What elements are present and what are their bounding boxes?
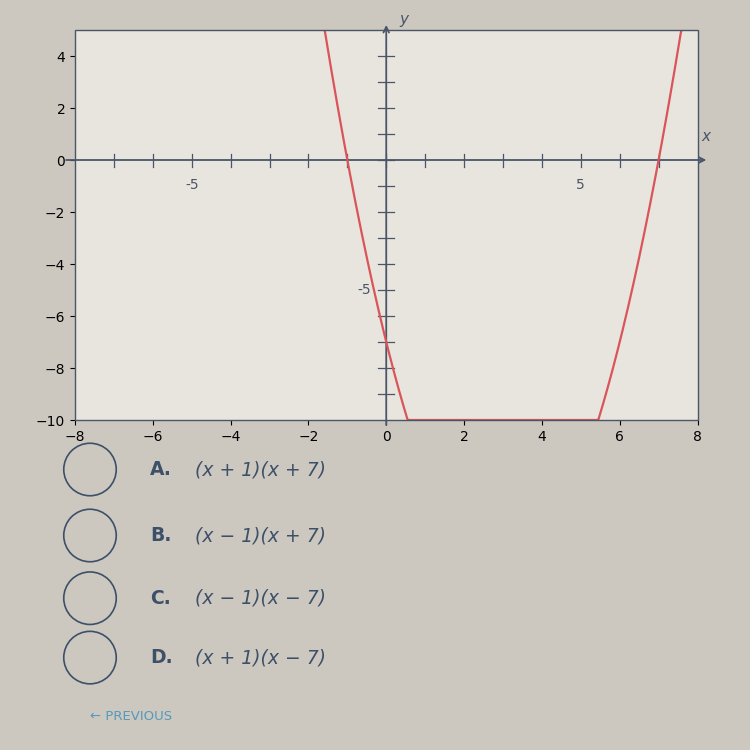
Text: C.: C. — [150, 589, 171, 608]
Text: A.: A. — [150, 460, 172, 479]
Text: (x + 1)(x − 7): (x + 1)(x − 7) — [195, 648, 326, 667]
Text: y: y — [400, 13, 409, 28]
Text: (x + 1)(x + 7): (x + 1)(x + 7) — [195, 460, 326, 479]
Text: -5: -5 — [357, 283, 370, 297]
Text: B.: B. — [150, 526, 171, 545]
Text: -5: -5 — [185, 178, 199, 192]
Text: x: x — [701, 130, 710, 145]
Text: ← PREVIOUS: ← PREVIOUS — [90, 710, 172, 724]
Text: (x − 1)(x − 7): (x − 1)(x − 7) — [195, 589, 326, 608]
Text: 5: 5 — [577, 178, 585, 192]
Text: D.: D. — [150, 648, 172, 667]
Text: (x − 1)(x + 7): (x − 1)(x + 7) — [195, 526, 326, 545]
